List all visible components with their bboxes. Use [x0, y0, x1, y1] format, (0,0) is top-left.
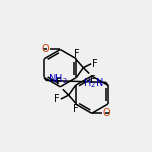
Text: F: F: [73, 104, 78, 114]
Text: F: F: [56, 78, 62, 88]
Text: H$_2$N: H$_2$N: [83, 76, 104, 90]
Text: F: F: [92, 59, 98, 69]
Text: O: O: [42, 45, 50, 55]
Text: O: O: [102, 108, 110, 118]
Text: NH$_2$: NH$_2$: [48, 73, 68, 86]
Text: F: F: [90, 74, 96, 85]
Text: F: F: [54, 94, 60, 104]
Text: F: F: [74, 49, 79, 59]
